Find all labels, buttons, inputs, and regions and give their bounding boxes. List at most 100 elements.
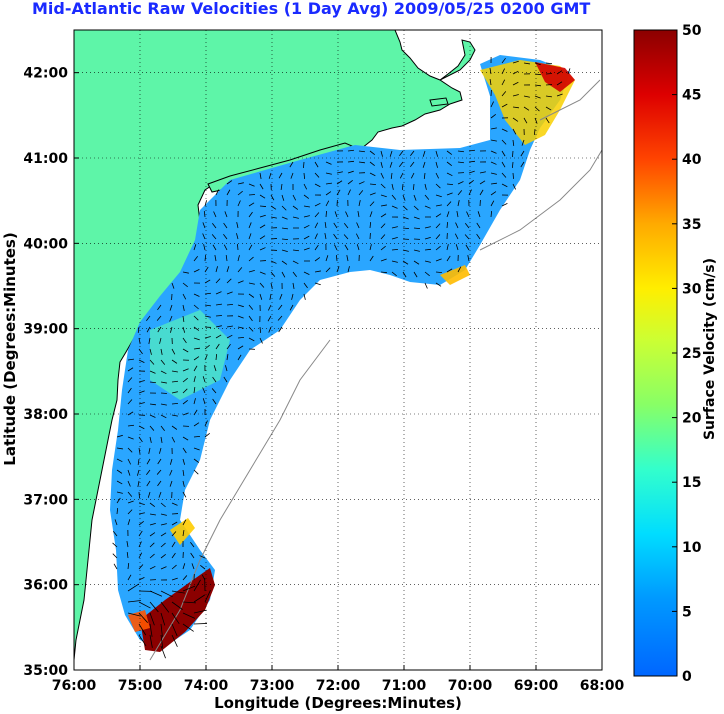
velocity-arrow	[237, 243, 239, 251]
y-axis-label: Latitude (Degrees:Minutes)	[1, 232, 19, 466]
velocity-arrow	[402, 194, 406, 201]
velocity-arrow	[435, 271, 443, 274]
velocity-arrow	[292, 249, 300, 252]
velocity-arrow	[324, 233, 327, 240]
velocity-arrow	[303, 215, 310, 218]
velocity-arrow	[202, 376, 206, 383]
velocity-arrow	[314, 202, 321, 207]
velocity-arrow	[391, 194, 397, 200]
velocity-arrows	[112, 56, 571, 659]
velocity-arrow	[325, 200, 330, 207]
velocity-arrow	[182, 326, 186, 333]
velocity-arrow	[512, 70, 519, 75]
velocity-arrow	[204, 344, 210, 350]
velocity-arrow	[215, 334, 222, 339]
velocity-patch-hatteras	[170, 518, 195, 545]
velocity-arrow	[182, 563, 186, 570]
velocity-arrow	[343, 223, 349, 229]
velocity-arrow	[182, 519, 187, 526]
velocity-arrow	[215, 278, 221, 284]
velocity-arrow	[171, 531, 177, 537]
velocity-arrow	[127, 612, 141, 617]
velocity-arrow	[413, 205, 419, 211]
velocity-arrow	[380, 172, 384, 179]
velocity-arrow	[259, 194, 266, 199]
velocity-arrow	[422, 150, 426, 157]
velocity-arrow	[369, 255, 374, 262]
velocity-arrow	[204, 590, 211, 603]
velocity-arrow	[314, 257, 321, 262]
velocity-arrow	[171, 359, 178, 364]
colorbar-tick-label: 35	[682, 217, 701, 233]
velocity-arrow	[567, 68, 571, 75]
velocity-arrow	[127, 574, 132, 581]
velocity-arrow	[171, 402, 179, 405]
velocity-arrow	[171, 541, 176, 548]
velocity-arrow	[156, 469, 162, 475]
velocity-arrow	[435, 258, 442, 262]
velocity-arrow	[369, 201, 375, 207]
colorbar	[633, 29, 678, 677]
velocity-arrow	[347, 160, 355, 163]
velocity-arrow	[380, 223, 386, 229]
velocity-arrow	[281, 205, 287, 211]
velocity-arrow	[138, 502, 145, 505]
velocity-arrow	[182, 337, 187, 344]
colorbar-tick-label: 40	[682, 152, 702, 168]
velocity-arrow	[226, 189, 231, 196]
velocity-arrow	[389, 150, 393, 157]
velocity-arrow	[520, 161, 525, 168]
velocity-arrow	[380, 204, 387, 207]
velocity-arrow	[511, 161, 514, 169]
velocity-arrow	[446, 201, 452, 207]
velocity-arrow	[127, 399, 133, 405]
velocity-arrow	[556, 81, 563, 86]
velocity-arrow	[435, 172, 440, 179]
velocity-arrow	[137, 326, 140, 334]
velocity-arrow	[160, 359, 166, 365]
velocity-arrow	[193, 458, 200, 463]
velocity-arrow	[138, 577, 145, 581]
velocity-arrow	[193, 609, 207, 614]
velocity-arrow	[325, 161, 332, 165]
velocity-arrow	[171, 590, 185, 594]
velocity-arrow	[413, 271, 418, 278]
y-tick-label: 40:00	[23, 236, 68, 252]
velocity-arrow	[490, 200, 495, 207]
x-tick-label: 70:00	[448, 678, 493, 694]
velocity-arrow	[501, 57, 506, 64]
velocity-arrow	[423, 172, 426, 180]
velocity-arrow	[204, 420, 208, 427]
velocity-arrow	[171, 552, 176, 559]
velocity-arrow	[435, 183, 441, 189]
velocity-arrow	[290, 172, 294, 179]
velocity-arrow	[259, 235, 266, 240]
velocity-arrow	[380, 258, 387, 262]
velocity-arrow	[116, 497, 121, 504]
velocity-arrow	[347, 149, 355, 152]
velocity-arrow	[512, 139, 515, 147]
velocity-arrow	[213, 365, 217, 372]
velocity-arrow	[455, 244, 459, 251]
velocity-arrow	[202, 233, 206, 240]
velocity-arrow	[534, 84, 541, 87]
velocity-arrow	[237, 345, 244, 350]
velocity-arrow	[171, 623, 178, 637]
velocity-arrow	[369, 150, 375, 155]
velocity-arrow	[424, 260, 431, 263]
velocity-arrow	[358, 150, 366, 153]
velocity-arrow	[259, 205, 267, 207]
velocity-arrow	[170, 326, 173, 333]
velocity-arrow	[193, 269, 200, 273]
colorbar-tick-label: 5	[682, 604, 692, 620]
velocity-arrow	[160, 436, 163, 443]
velocity-arrow	[127, 424, 135, 427]
velocity-arrow	[190, 552, 195, 559]
velocity-arrow	[127, 509, 133, 515]
x-tick-label: 73:00	[250, 678, 295, 694]
x-tick-label: 74:00	[184, 678, 229, 694]
velocity-arrow	[435, 194, 442, 198]
velocity-arrow	[138, 623, 147, 636]
velocity-arrow	[303, 271, 310, 276]
velocity-arrow	[149, 414, 156, 418]
